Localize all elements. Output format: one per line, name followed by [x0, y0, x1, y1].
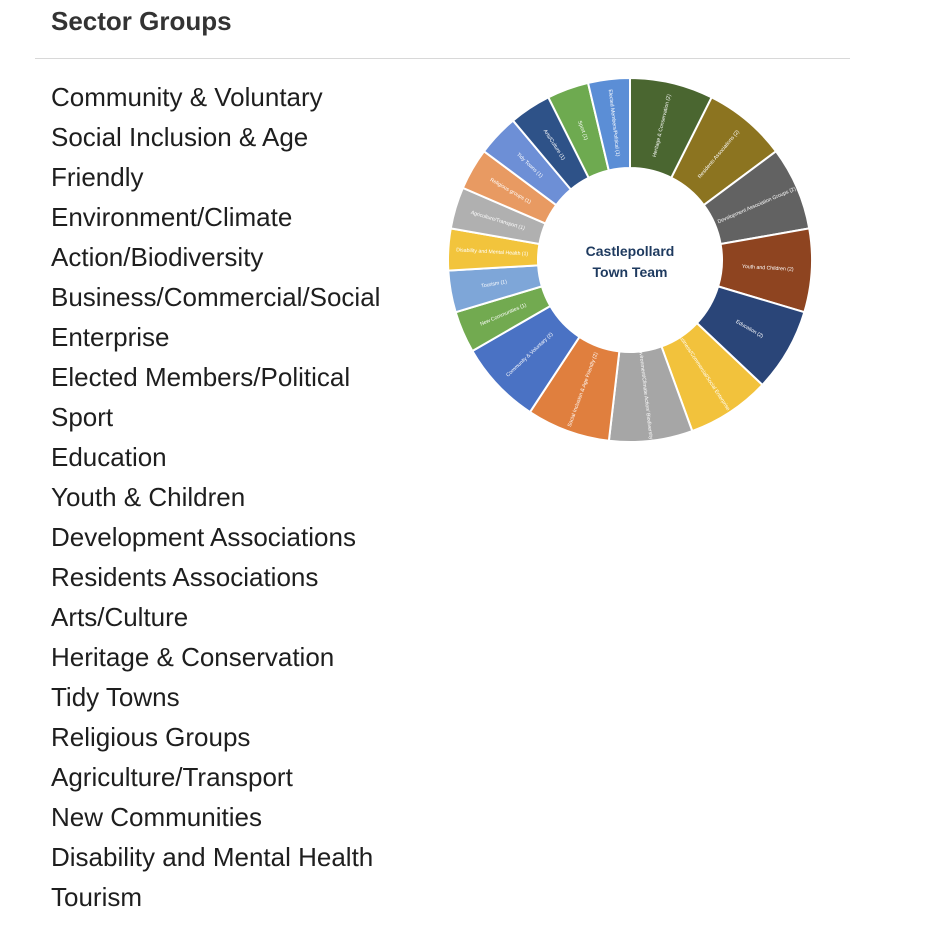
donut-slice-label: Youth and Children (2) [742, 264, 794, 273]
sector-list-item: Sport [51, 402, 114, 432]
donut-slices: Heritage & Conservation (2) Residents Ass… [447, 76, 813, 448]
sector-list-item: Education [51, 442, 167, 472]
sector-list-item: Arts/Culture [51, 602, 189, 632]
sector-list-item: Community & Voluntary [51, 82, 323, 112]
sector-list-item: Heritage & Conservation [51, 642, 335, 672]
sector-list-item: Religious Groups [51, 722, 251, 752]
sector-list-item: Residents Associations [51, 562, 319, 592]
donut-chart: Heritage & Conservation (2) Residents Ass… [447, 76, 813, 448]
donut-slice-label: Tourism (1) [481, 279, 508, 289]
center-label-line-1: Castlepollard [586, 243, 675, 259]
sector-list-item: Environment/Climate [51, 202, 293, 232]
divider [35, 58, 850, 59]
sector-list-item: Disability and Mental Health [51, 842, 374, 872]
sector-list-item: Enterprise [51, 322, 170, 352]
sector-list-item: New Communities [51, 802, 262, 832]
page-title: Sector Groups [51, 6, 232, 36]
sector-list-item: Tourism [51, 882, 143, 912]
sector-list-item: Agriculture/Transport [51, 762, 293, 792]
sector-list-item: Business/Commercial/Social [51, 282, 381, 312]
donut-slice [586, 76, 631, 172]
sector-list-item: Elected Members/Political [51, 362, 351, 392]
sector-list-item: Tidy Towns [51, 682, 180, 712]
sector-list-item: Youth & Children [51, 482, 246, 512]
center-label-line-2: Town Team [593, 264, 668, 280]
sector-list-item: Social Inclusion & Age [51, 122, 309, 152]
sector-list-item: Action/Biodiversity [51, 242, 264, 272]
sector-list-item: Development Associations [51, 522, 356, 552]
sector-list-item: Friendly [51, 162, 144, 192]
donut-slice-label: Disability and Mental Health (1) [456, 247, 529, 257]
sector-list: Community & Voluntary Social Inclusion & … [51, 77, 380, 917]
